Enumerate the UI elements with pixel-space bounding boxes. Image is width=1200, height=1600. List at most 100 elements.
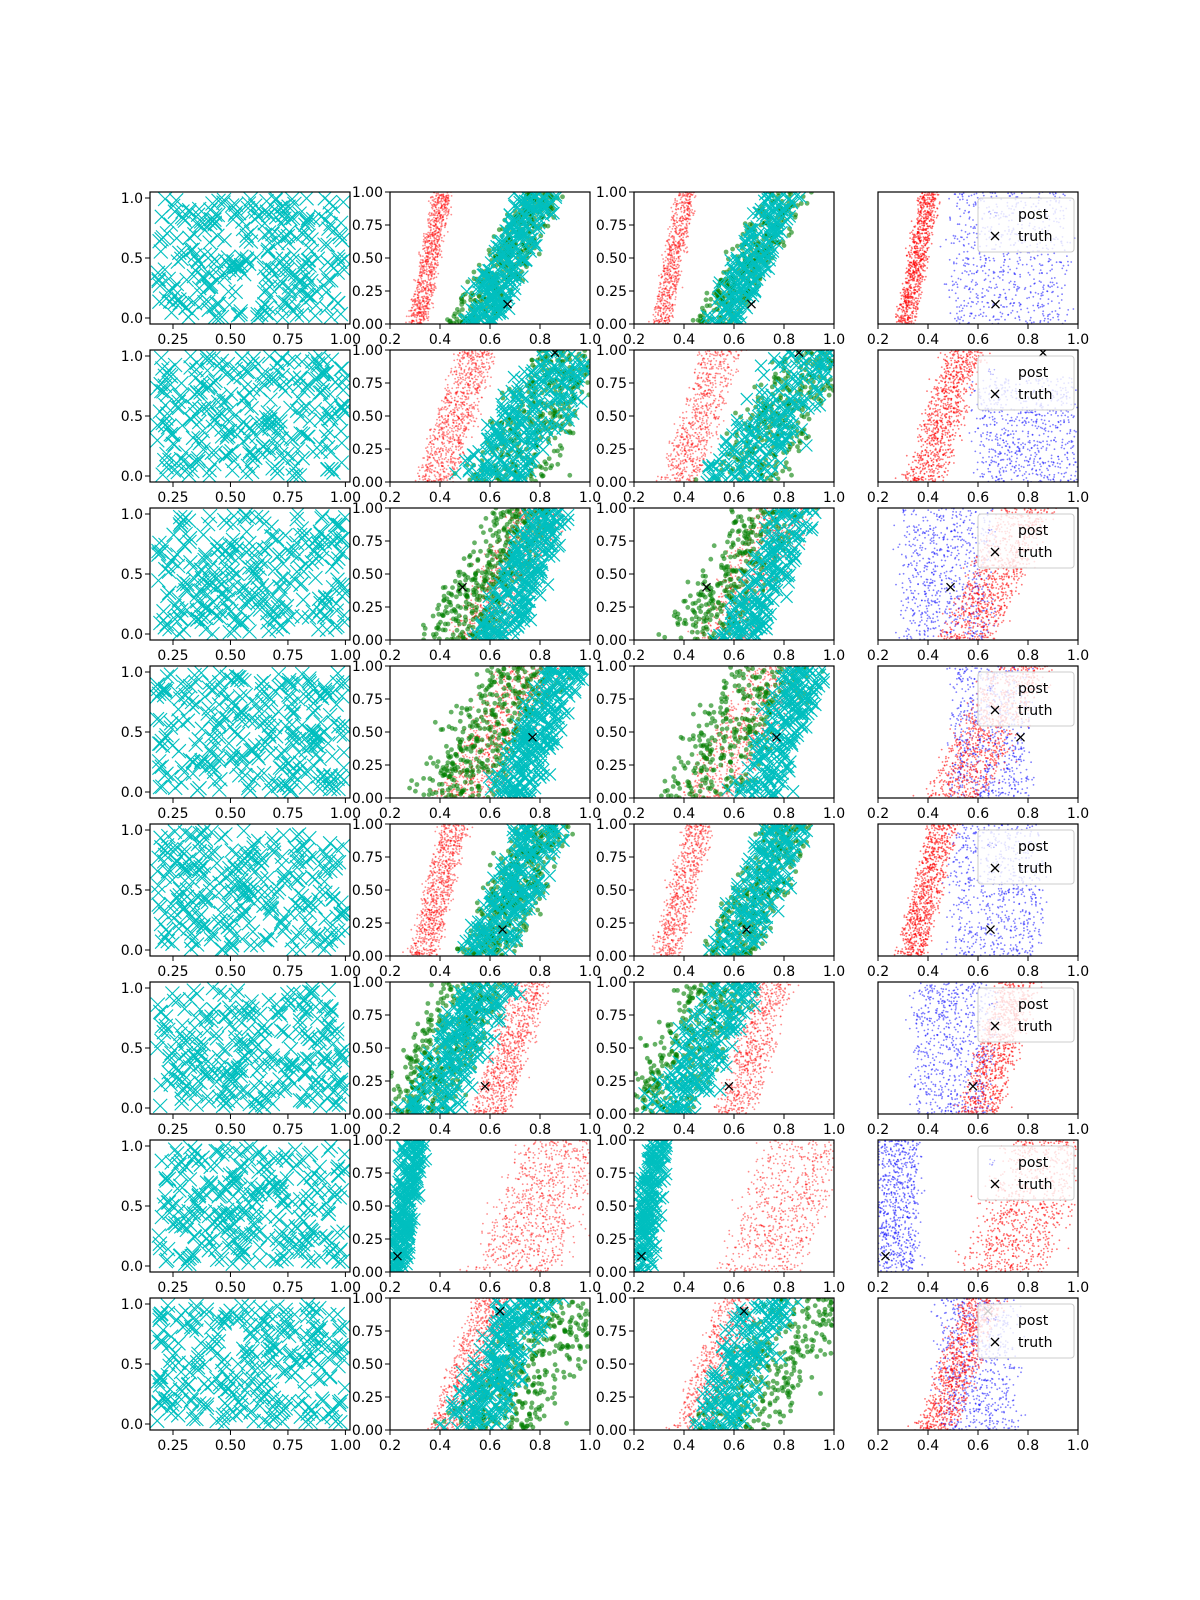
red-dot — [667, 316, 669, 319]
blue-dot — [1040, 281, 1042, 283]
blue-dot — [1058, 307, 1061, 310]
cyan-x-marker — [265, 262, 281, 278]
red-dot — [932, 222, 935, 225]
red-dot — [448, 208, 450, 211]
red-dot — [679, 216, 682, 219]
red-dot — [429, 202, 432, 204]
red-dot — [433, 203, 436, 206]
red-dot — [675, 205, 678, 208]
red-dot — [928, 220, 931, 223]
red-dot — [684, 243, 686, 246]
red-dot — [436, 227, 439, 230]
red-dot — [419, 274, 421, 277]
blue-dot — [1013, 192, 1016, 195]
blue-dot — [973, 244, 976, 247]
blue-dot — [1007, 271, 1009, 274]
blue-dot — [950, 242, 953, 245]
blue-dot — [1064, 273, 1067, 275]
red-dot — [424, 242, 426, 245]
blue-dot — [1028, 296, 1030, 299]
red-dot — [444, 196, 447, 199]
red-dot — [681, 244, 684, 247]
red-dot — [438, 221, 441, 224]
red-dot — [425, 269, 427, 272]
blue-dot — [949, 312, 952, 315]
red-dot — [664, 273, 666, 276]
red-dot — [678, 224, 681, 227]
red-dot — [666, 239, 669, 242]
red-dot — [429, 281, 432, 284]
red-dot — [422, 240, 425, 243]
red-dot — [418, 306, 421, 309]
panel-r1-c3: 0.2 0.4 0.6 0.8 1.00.000.250.500.751.00 — [596, 185, 845, 348]
red-dot — [433, 258, 436, 261]
blue-dot — [984, 272, 987, 275]
blue-dot — [963, 287, 966, 289]
red-dot — [667, 265, 670, 267]
red-dot — [673, 256, 676, 258]
red-dot — [691, 212, 694, 215]
red-dot — [437, 227, 440, 230]
red-dot — [436, 253, 439, 256]
cyan-x-marker — [189, 362, 204, 378]
blue-dot — [968, 217, 971, 220]
red-dot — [424, 289, 427, 291]
red-dot — [435, 217, 438, 220]
red-dot — [926, 258, 929, 261]
blue-dot — [1058, 261, 1061, 263]
blue-dot — [1000, 315, 1003, 318]
cyan-x-marker — [547, 206, 560, 220]
red-dot — [685, 219, 687, 221]
red-dot — [668, 307, 671, 310]
red-dot — [434, 285, 437, 288]
red-dot — [419, 319, 422, 322]
blue-dot — [968, 321, 970, 324]
red-dot — [667, 269, 669, 272]
cyan-x-marker — [266, 406, 282, 421]
red-dot — [676, 200, 678, 202]
red-dot — [675, 271, 678, 274]
red-dot — [446, 202, 449, 204]
cyan-x-marker — [783, 192, 797, 206]
red-dot — [412, 299, 415, 301]
red-dot — [434, 224, 436, 227]
red-dot — [669, 273, 672, 276]
blue-dot — [959, 215, 962, 218]
red-dot — [926, 198, 928, 201]
red-dot — [683, 207, 685, 209]
red-dot — [440, 236, 443, 239]
red-dot — [670, 279, 672, 281]
red-dot — [433, 230, 436, 233]
red-dot — [673, 222, 675, 225]
red-dot — [921, 249, 924, 252]
red-dot — [420, 310, 423, 313]
red-dot — [412, 314, 415, 317]
red-dot — [934, 193, 936, 196]
red-dot — [427, 307, 429, 310]
green-dot — [708, 296, 714, 302]
red-dot — [430, 219, 433, 222]
blue-dot — [1029, 285, 1032, 288]
blue-dot — [1072, 308, 1075, 310]
red-dot — [681, 245, 683, 247]
red-dot — [910, 231, 913, 234]
red-dot — [417, 281, 420, 284]
cyan-x-marker — [505, 237, 519, 251]
legend-post-marker — [987, 211, 990, 213]
red-dot — [429, 271, 431, 274]
red-dot — [426, 246, 429, 249]
cyan-x-marker — [190, 252, 206, 268]
blue-dot — [1065, 269, 1068, 272]
red-dot — [668, 243, 670, 246]
cyan-x-marker — [283, 211, 298, 227]
cyan-x-marker — [269, 461, 285, 477]
red-dot — [440, 256, 443, 259]
red-dot — [420, 322, 423, 324]
green-dot — [704, 290, 710, 296]
cyan-x-marker — [286, 352, 302, 368]
green-dot — [798, 201, 804, 206]
red-dot — [427, 213, 430, 216]
red-dot — [664, 250, 667, 253]
cyan-x-marker — [286, 303, 301, 319]
red-dot — [667, 291, 670, 294]
